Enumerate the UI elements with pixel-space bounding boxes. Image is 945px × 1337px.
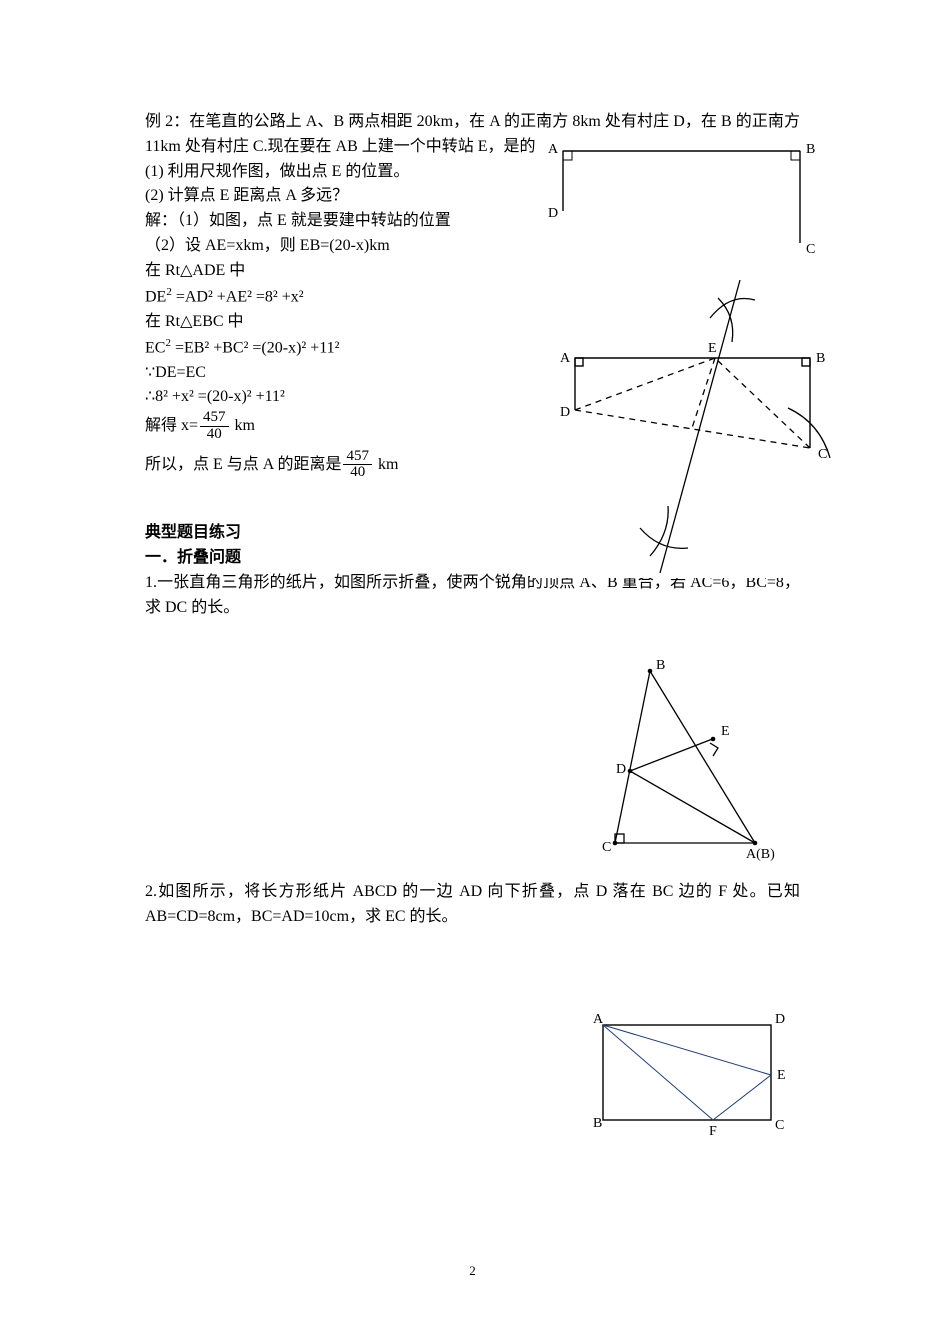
figure-3-svg: C A(B) B D E: [580, 653, 790, 863]
conclusion-pre: 所以，点 E 与点 A 的距离是: [145, 456, 341, 473]
solved-unit: km: [231, 417, 255, 434]
fig4-label-C: C: [775, 1118, 784, 1133]
example2-since: ∵DE=EC: [145, 361, 575, 386]
example2-sol1: 解：（1）如图，点 E 就是要建中转站的位置: [145, 209, 575, 234]
fig1-label-D: D: [548, 206, 558, 221]
fig2-label-D: D: [560, 405, 570, 420]
fig3-label-E: E: [721, 724, 730, 739]
solved-label: 解得 x=: [145, 417, 198, 434]
figure-2: A B D C E: [530, 258, 850, 578]
practice-q2: 2.如图所示，将长方形纸片 ABCD 的一边 AD 向下折叠，点 D 落在 BC…: [145, 880, 800, 930]
eq1-rhs: =AD² +AE² =8² +x²: [172, 288, 304, 305]
example2-eq1: DE2 =AD² +AE² =8² +x²: [145, 284, 575, 310]
fig3-label-C: C: [602, 840, 611, 855]
page-number: 2: [0, 1263, 945, 1279]
figure-1: A B D C: [535, 133, 820, 261]
example2-eq2: EC2 =EB² +BC² =(20-x)² +11²: [145, 335, 575, 361]
fig2-label-A: A: [560, 351, 571, 366]
fig2-label-E: E: [708, 341, 717, 356]
fig2-label-B: B: [816, 351, 825, 366]
example2-sol2: （2）设 AE=xkm，则 EB=(20-x)km: [145, 234, 575, 259]
fig4-label-B: B: [593, 1116, 602, 1131]
fig1-label-B: B: [806, 142, 815, 157]
practice-q1: 1.一张直角三角形的纸片，如图所示折叠，使两个锐角的顶点 A、B 重合，若 AC…: [145, 571, 800, 621]
figure-4-svg: A D B C E F: [575, 1005, 795, 1140]
fig4-label-D: D: [775, 1012, 785, 1027]
fig3-label-B: B: [656, 658, 665, 673]
figure-2-svg: A B D C E: [530, 258, 850, 578]
eq2-lhs: EC: [145, 339, 165, 356]
fig3-label-D: D: [616, 762, 626, 777]
fraction-457-40-b: 45740: [343, 449, 372, 482]
page: 例 2：在笔直的公路上 A、B 两点相距 20km，在 A 的正南方 8km 处…: [0, 0, 945, 1337]
eq1-lhs: DE: [145, 288, 166, 305]
fig4-label-F: F: [709, 1124, 717, 1139]
example2-q2: (2) 计算点 E 距离点 A 多远？: [145, 184, 575, 209]
figure-3: C A(B) B D E: [580, 653, 790, 863]
example2-q1: (1) 利用尺规作图，做出点 E 的位置。: [145, 160, 575, 185]
fig4-label-A: A: [593, 1012, 604, 1027]
fig1-label-C: C: [806, 242, 815, 257]
figure-4: A D B C E F: [575, 1005, 795, 1140]
fig2-label-C: C: [818, 447, 827, 462]
fig1-label-A: A: [548, 142, 559, 157]
eq2-rhs: =EB² +BC² =(20-x)² +11²: [171, 339, 339, 356]
example2-rt2: 在 Rt△EBC 中: [145, 310, 575, 335]
conclusion-unit: km: [374, 456, 398, 473]
example2-conclusion: 所以，点 E 与点 A 的距离是45740 km: [145, 449, 575, 482]
example2-therefore: ∴8² +x² =(20-x)² +11²: [145, 385, 575, 410]
fig3-label-A: A(B): [746, 847, 775, 862]
figure-1-svg: A B D C: [535, 133, 820, 261]
example2-solved: 解得 x=45740 km: [145, 410, 575, 443]
example2-rt1: 在 Rt△ADE 中: [145, 259, 575, 284]
fig4-label-E: E: [777, 1068, 786, 1083]
fraction-457-40: 45740: [200, 410, 229, 443]
